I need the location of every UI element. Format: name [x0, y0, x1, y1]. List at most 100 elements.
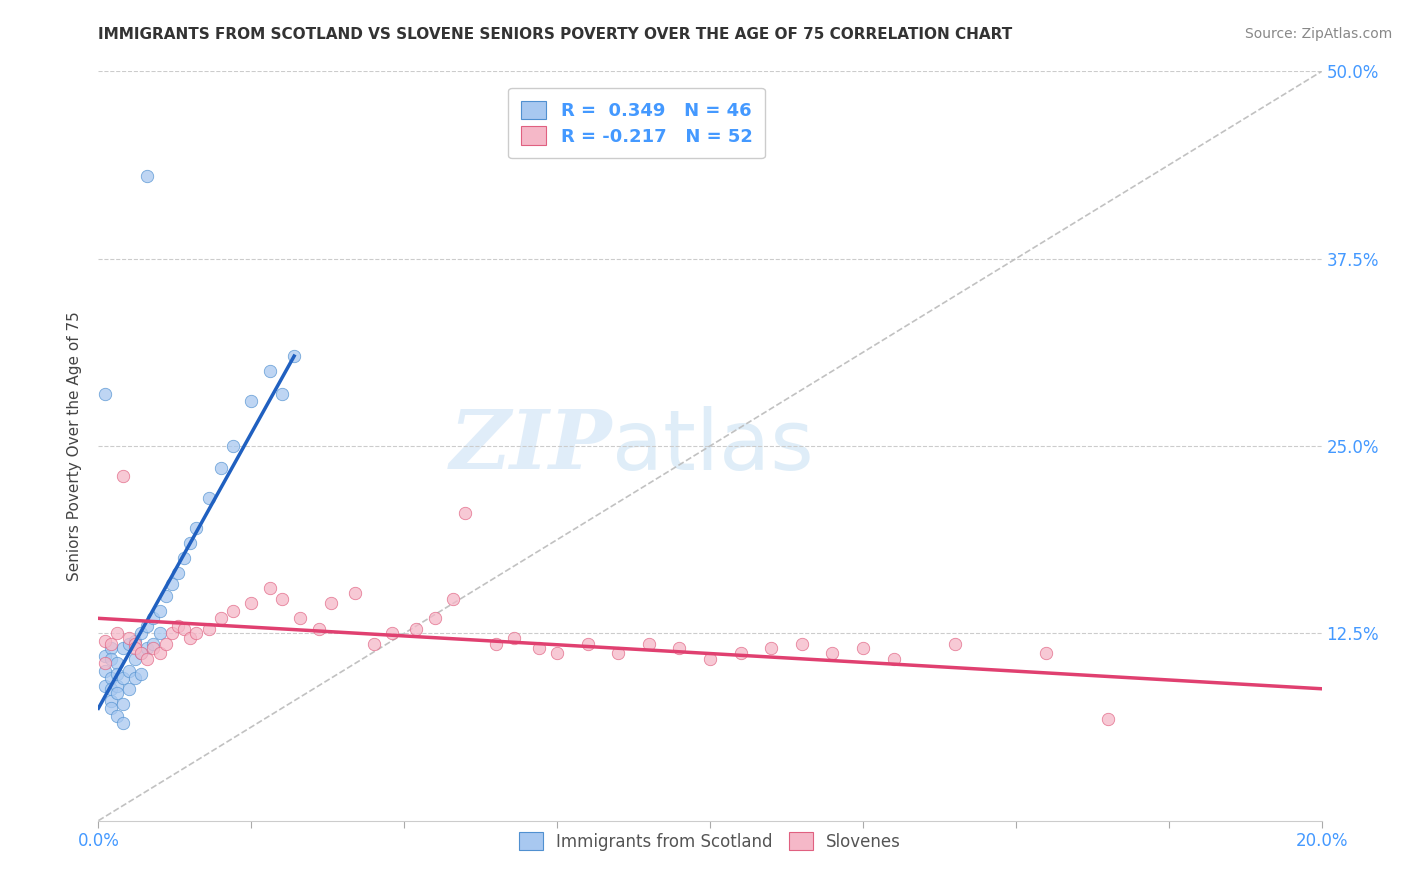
Point [142, 637, 165, 651]
Point [105, 686, 128, 700]
Point [136, 169, 159, 184]
Point [149, 626, 172, 640]
Point [136, 652, 159, 666]
Point [100, 701, 122, 715]
Point [129, 626, 152, 640]
Point [270, 386, 292, 401]
Point [699, 652, 721, 666]
Text: IMMIGRANTS FROM SCOTLAND VS SLOVENE SENIORS POVERTY OVER THE AGE OF 75 CORRELATI: IMMIGRANTS FROM SCOTLAND VS SLOVENE SENI… [98, 27, 1012, 42]
Point [283, 349, 305, 363]
Point [100, 641, 122, 656]
Point [105, 657, 128, 671]
Point [105, 679, 128, 693]
Text: ZIP: ZIP [450, 406, 612, 486]
Point [167, 619, 190, 633]
Point [308, 622, 330, 636]
Point [124, 641, 146, 656]
Point [93, 657, 115, 671]
Point [943, 637, 966, 651]
Point [186, 521, 208, 535]
Point [607, 646, 630, 660]
Point [100, 694, 122, 708]
Point [240, 596, 263, 610]
Point [142, 611, 165, 625]
Point [821, 646, 844, 660]
Point [100, 681, 122, 696]
Point [111, 716, 134, 731]
Point [93, 679, 115, 693]
Y-axis label: Seniors Poverty Over the Age of 75: Seniors Poverty Over the Age of 75 [67, 311, 83, 581]
Point [105, 708, 128, 723]
Point [259, 582, 281, 596]
Text: atlas: atlas [612, 406, 814, 486]
Point [155, 637, 177, 651]
Point [124, 671, 146, 685]
Point [124, 633, 146, 648]
Point [111, 469, 134, 483]
Point [883, 652, 905, 666]
Point [124, 652, 146, 666]
Point [441, 591, 464, 606]
Point [319, 596, 342, 610]
Point [668, 641, 690, 656]
Point [730, 646, 752, 660]
Point [160, 577, 183, 591]
Point [186, 626, 208, 640]
Point [136, 641, 159, 656]
Point [111, 671, 134, 685]
Point [209, 461, 232, 475]
Text: Source: ZipAtlas.com: Source: ZipAtlas.com [1244, 27, 1392, 41]
Legend: Immigrants from Scotland, Slovenes: Immigrants from Scotland, Slovenes [513, 826, 907, 857]
Point [179, 631, 201, 645]
Point [155, 589, 177, 603]
Point [240, 394, 263, 409]
Point [129, 646, 152, 660]
Point [405, 622, 427, 636]
Point [149, 604, 172, 618]
Point [197, 622, 219, 636]
Point [1097, 712, 1119, 726]
Point [270, 591, 292, 606]
Point [527, 641, 550, 656]
Point [546, 646, 568, 660]
Point [290, 611, 312, 625]
Point [179, 536, 201, 550]
Point [576, 637, 599, 651]
Point [160, 626, 183, 640]
Point [100, 671, 122, 685]
Point [173, 551, 195, 566]
Point [637, 637, 661, 651]
Point [173, 622, 195, 636]
Point [790, 637, 813, 651]
Point [136, 619, 159, 633]
Point [759, 641, 782, 656]
Point [111, 697, 134, 711]
Point [852, 641, 875, 656]
Point [118, 637, 141, 651]
Point [100, 637, 122, 651]
Point [118, 631, 141, 645]
Point [93, 664, 115, 678]
Point [209, 611, 232, 625]
Point [222, 439, 245, 453]
Point [344, 586, 367, 600]
Point [197, 491, 219, 506]
Point [129, 666, 152, 681]
Point [503, 631, 526, 645]
Point [105, 666, 128, 681]
Point [381, 626, 404, 640]
Point [485, 637, 508, 651]
Point [454, 507, 477, 521]
Point [167, 566, 190, 581]
Point [118, 681, 141, 696]
Point [423, 611, 446, 625]
Point [111, 641, 134, 656]
Point [222, 604, 245, 618]
Point [118, 664, 141, 678]
Point [259, 364, 281, 378]
Point [124, 637, 146, 651]
Point [93, 648, 115, 663]
Point [100, 652, 122, 666]
Point [93, 633, 115, 648]
Point [129, 646, 152, 660]
